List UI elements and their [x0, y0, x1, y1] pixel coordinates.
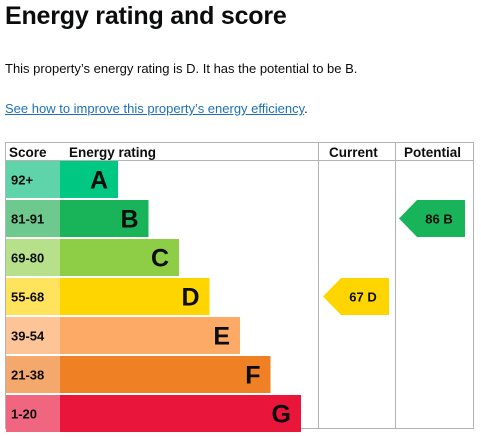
band-g-bar	[60, 395, 301, 432]
band-b-score-label: 81-91	[11, 212, 44, 227]
band-a-letter: A	[90, 167, 108, 195]
band-b-letter: B	[120, 206, 138, 234]
band-b-bar	[60, 200, 149, 237]
potential-rating-marker	[399, 200, 465, 237]
rating-column-header: Energy rating	[69, 145, 156, 160]
band-c-bar	[60, 239, 179, 276]
band-g-letter: G	[272, 401, 291, 429]
band-d-bar	[60, 278, 210, 315]
band-e-score-label: 39-54	[11, 329, 45, 344]
potential-rating-marker-label: 86 B	[425, 212, 452, 227]
link-trailing-period: .	[304, 101, 308, 116]
rating-markers: 67 D 86 B	[323, 200, 465, 315]
band-d-letter: D	[181, 284, 199, 312]
band-f-score-label: 21-38	[11, 368, 44, 383]
current-rating-marker-label: 67 D	[349, 290, 376, 305]
band-c-letter: C	[151, 245, 169, 273]
improve-link-line: See how to improve this property’s energ…	[5, 101, 308, 116]
potential-column-header: Potential	[404, 145, 461, 160]
band-d-score-label: 55-68	[11, 290, 44, 305]
band-a-score-cell	[6, 161, 60, 198]
band-a-bar	[60, 161, 118, 198]
current-rating-marker	[323, 278, 389, 315]
band-f-score-cell	[6, 356, 60, 393]
page-title: Energy rating and score	[5, 2, 287, 30]
band-b-score-cell	[6, 200, 60, 237]
current-column-header: Current	[329, 145, 378, 160]
band-f-bar	[60, 356, 271, 393]
rating-bands: 92+ A 81-91 B 69-80 C 55-68 D 39-54 E 21-38 F 1-20 G	[6, 161, 301, 432]
band-a-score-label: 92+	[11, 173, 33, 188]
band-c-score-label: 69-80	[11, 251, 44, 266]
band-e-bar	[60, 317, 240, 354]
score-column-header: Score	[9, 145, 47, 160]
band-g-score-label: 1-20	[11, 407, 37, 422]
band-g-score-cell	[6, 395, 60, 432]
band-c-score-cell	[6, 239, 60, 276]
rating-summary: This property’s energy rating is D. It h…	[5, 61, 358, 76]
band-d-score-cell	[6, 278, 60, 315]
band-f-letter: F	[245, 362, 260, 390]
band-e-letter: E	[213, 323, 230, 351]
band-e-score-cell	[6, 317, 60, 354]
improve-efficiency-link[interactable]: See how to improve this property’s energ…	[5, 101, 305, 116]
